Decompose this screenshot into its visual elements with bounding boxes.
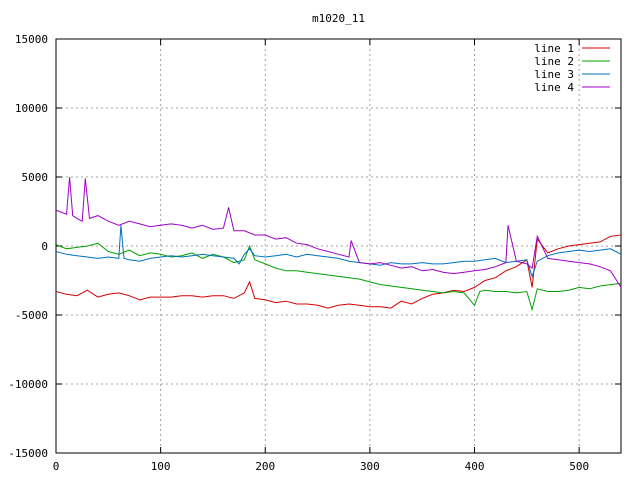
x-tick-label: 200	[255, 460, 275, 473]
series-line-2	[55, 242, 622, 312]
x-axis: 0 100 200 300 400 500	[53, 39, 589, 473]
x-tick-label: 400	[465, 460, 485, 473]
series-line-1	[55, 234, 622, 309]
series-group	[55, 176, 622, 312]
series-line-4	[55, 176, 622, 288]
y-tick-label: -5000	[15, 309, 48, 322]
y-tick-label: -15000	[8, 447, 48, 460]
grid-lines	[56, 39, 621, 453]
y-axis: -15000 -10000 -5000 0 5000 10000 15000	[8, 33, 621, 460]
legend-label-4: line 4	[534, 81, 574, 94]
y-tick-label: 0	[41, 240, 48, 253]
chart-title: m1020_11	[312, 12, 365, 25]
x-tick-label: 300	[360, 460, 380, 473]
x-tick-label: 100	[151, 460, 171, 473]
series-line-3	[55, 225, 622, 278]
y-tick-label: -10000	[8, 378, 48, 391]
x-tick-label: 0	[53, 460, 60, 473]
y-tick-label: 10000	[15, 102, 48, 115]
y-tick-label: 15000	[15, 33, 48, 46]
x-tick-label: 500	[569, 460, 589, 473]
legend-label-1: line 1	[534, 42, 574, 55]
legend-label-3: line 3	[534, 68, 574, 81]
legend-label-2: line 2	[534, 55, 574, 68]
y-tick-label: 5000	[22, 171, 49, 184]
